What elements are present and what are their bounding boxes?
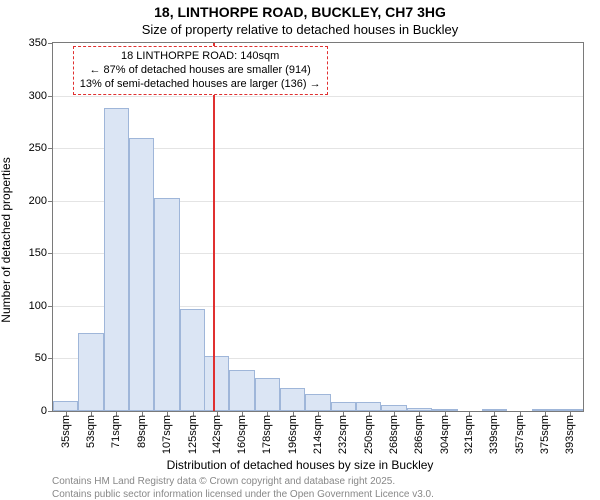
xtick-label: 196sqm (287, 415, 299, 454)
xtick-label: 89sqm (136, 415, 148, 448)
ytick-label: 200 (29, 195, 47, 207)
ytick-mark (48, 358, 53, 359)
ytick-mark (48, 253, 53, 254)
xtick-label: 232sqm (337, 415, 349, 454)
xtick-label: 71sqm (110, 415, 122, 448)
attribution-line2: Contains public sector information licen… (52, 489, 434, 500)
histogram-bar (129, 138, 154, 411)
ytick-label: 0 (41, 405, 47, 417)
ytick-label: 150 (29, 247, 47, 259)
ytick-label: 300 (29, 90, 47, 102)
xtick-label: 339sqm (488, 415, 500, 454)
xtick-label: 214sqm (312, 415, 324, 454)
histogram-bar (280, 388, 305, 411)
ytick-mark (48, 306, 53, 307)
xtick-label: 107sqm (161, 415, 173, 454)
ytick-mark (48, 411, 53, 412)
xtick-label: 393sqm (564, 415, 576, 454)
histogram-bar (331, 402, 356, 411)
xtick-label: 250sqm (363, 415, 375, 454)
xtick-label: 125sqm (187, 415, 199, 454)
annotation-line2: ← 87% of detached houses are smaller (91… (80, 64, 321, 78)
xtick-label: 178sqm (261, 415, 273, 454)
xtick-label: 268sqm (388, 415, 400, 454)
ytick-label: 50 (35, 352, 47, 364)
chart-plot-area: 05010015020025030035035sqm53sqm71sqm89sq… (52, 42, 584, 412)
ytick-mark (48, 43, 53, 44)
reference-line (213, 43, 215, 411)
attribution-line1: Contains HM Land Registry data © Crown c… (52, 476, 395, 487)
ytick-label: 250 (29, 142, 47, 154)
ytick-mark (48, 201, 53, 202)
histogram-bar (53, 401, 78, 412)
xtick-label: 160sqm (236, 415, 248, 454)
histogram-bar (255, 378, 280, 411)
gridline (53, 96, 583, 97)
chart-title-line1: 18, LINTHORPE ROAD, BUCKLEY, CH7 3HG (0, 4, 600, 20)
chart-title-line2: Size of property relative to detached ho… (0, 22, 600, 37)
y-axis-label: Number of detached properties (0, 157, 13, 322)
xtick-label: 286sqm (413, 415, 425, 454)
histogram-bar (229, 370, 254, 411)
annotation-line1: 18 LINTHORPE ROAD: 140sqm (80, 50, 321, 64)
xtick-label: 142sqm (211, 415, 223, 454)
histogram-bar (305, 394, 330, 411)
histogram-bar (204, 356, 229, 411)
xtick-label: 321sqm (463, 415, 475, 454)
ytick-mark (48, 148, 53, 149)
annotation-line3: 13% of semi-detached houses are larger (… (80, 78, 321, 92)
histogram-bar (104, 108, 129, 411)
xtick-label: 304sqm (439, 415, 451, 454)
histogram-bar (154, 198, 179, 411)
xtick-label: 35sqm (60, 415, 72, 448)
ytick-label: 100 (29, 300, 47, 312)
histogram-bar (180, 309, 205, 411)
annotation-box: 18 LINTHORPE ROAD: 140sqm← 87% of detach… (73, 46, 328, 95)
ytick-mark (48, 96, 53, 97)
xtick-label: 357sqm (514, 415, 526, 454)
x-axis-label: Distribution of detached houses by size … (0, 458, 600, 472)
histogram-bar (356, 402, 381, 411)
xtick-label: 375sqm (539, 415, 551, 454)
ytick-label: 350 (29, 37, 47, 49)
xtick-label: 53sqm (85, 415, 97, 448)
histogram-bar (78, 333, 103, 411)
